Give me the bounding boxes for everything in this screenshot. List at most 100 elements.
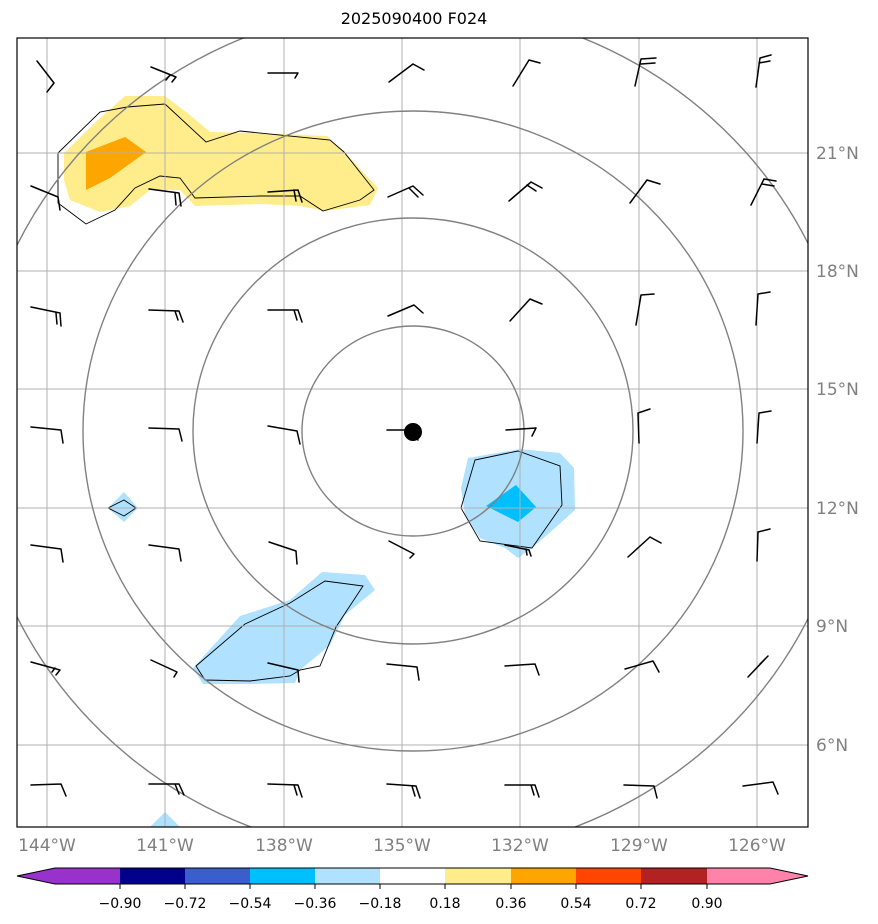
range-ring-2 <box>192 217 634 645</box>
lat-label: 9°N <box>816 617 848 637</box>
colorbar-tick-label: 0.90 <box>691 896 722 912</box>
colorbar-segment <box>55 868 120 884</box>
lon-label: 138°W <box>255 836 313 856</box>
wind-barb <box>267 189 303 203</box>
colorbar-segment <box>315 868 380 884</box>
contour-negative-east <box>460 450 563 549</box>
lat-label: 6°N <box>816 736 848 756</box>
wind-barb <box>756 410 772 444</box>
colorbar-tick-label: −0.72 <box>164 896 207 912</box>
wind-barb <box>30 185 61 211</box>
wind-barb <box>750 178 777 206</box>
negative-anomaly-east-core <box>486 485 536 522</box>
lon-label: 141°W <box>136 836 194 856</box>
shaded-field <box>17 38 808 827</box>
range-ring-1 <box>301 325 525 537</box>
colorbar-segment <box>17 868 55 884</box>
colorbar-tick-label: −0.54 <box>229 896 272 912</box>
wind-barb <box>267 662 300 683</box>
lat-label: 18°N <box>816 262 859 282</box>
colorbar-segment <box>641 868 707 884</box>
wind-barb <box>627 536 662 558</box>
wind-barb <box>30 544 64 563</box>
wind-barb <box>36 60 55 93</box>
wind-barb <box>267 783 303 798</box>
wind-barb <box>504 663 540 676</box>
map-title: 2025090400 F024 <box>340 9 488 28</box>
wind-barb <box>623 784 658 799</box>
wind-barb <box>386 783 421 799</box>
range-rings <box>17 38 808 827</box>
wind-barb <box>387 304 424 317</box>
contour-positive-north <box>57 103 375 225</box>
lat-label: 12°N <box>816 499 859 519</box>
positive-anomaly-north <box>64 96 378 212</box>
wind-barb <box>268 541 298 565</box>
contour-negative-southwest <box>195 580 364 682</box>
wind-barb <box>148 427 183 442</box>
lat-label: 15°N <box>816 380 859 400</box>
wind-barbs <box>30 54 779 799</box>
wind-barb <box>267 425 301 445</box>
wind-barb <box>504 784 540 798</box>
wind-barb <box>150 659 178 678</box>
wind-barb <box>505 427 537 437</box>
colorbar-segment <box>445 868 511 884</box>
colorbar-outline <box>16 867 809 885</box>
wind-barb <box>624 660 660 673</box>
negative-anomaly-west-small <box>108 492 138 522</box>
wind-barb <box>148 544 182 562</box>
wind-barb <box>148 309 184 323</box>
wind-barb <box>747 655 769 678</box>
wind-barb <box>637 408 651 444</box>
colorbar-segment <box>576 868 641 884</box>
longitude-labels: 144°W 141°W 138°W 135°W 132°W 129°W 126°… <box>18 836 786 856</box>
wind-barb <box>504 544 532 557</box>
lon-label: 144°W <box>18 836 76 856</box>
wind-barb <box>755 291 771 326</box>
wind-barb <box>509 298 543 322</box>
positive-anomaly-core <box>86 137 146 190</box>
colorbar-segment <box>707 868 770 884</box>
wind-barb <box>148 188 182 207</box>
lon-label: 126°W <box>728 836 786 856</box>
plot-frame <box>16 37 809 828</box>
wind-barb <box>30 426 64 444</box>
lat-label: 21°N <box>816 144 859 164</box>
colorbar-tick-label: 0.54 <box>560 896 591 912</box>
colorbar-segment <box>250 868 315 884</box>
latitude-labels: 21°N 18°N 15°N 12°N 9°N 6°N <box>816 144 859 756</box>
wind-barb <box>30 306 62 327</box>
wind-barb <box>742 781 779 795</box>
wind-barb <box>386 663 420 681</box>
colorbar-tick-label: −0.90 <box>99 896 142 912</box>
wind-barb <box>267 309 303 323</box>
colorbar-segment <box>770 868 808 884</box>
colorbar: −0.90 −0.72 −0.54 −0.36 −0.18 0.18 0.36 … <box>16 867 809 912</box>
lon-label: 135°W <box>373 836 431 856</box>
lon-label: 129°W <box>610 836 668 856</box>
colorbar-tick-label: −0.18 <box>359 896 402 912</box>
wind-barb <box>30 661 61 676</box>
wind-barb <box>756 528 771 562</box>
storm-center-marker <box>404 423 422 441</box>
wind-barb <box>387 185 424 198</box>
wind-barb <box>30 783 67 797</box>
colorbar-tick-label: 0.72 <box>625 896 656 912</box>
range-ring-3 <box>82 110 744 752</box>
colorbar-tick-label: −0.36 <box>294 896 337 912</box>
colorbar-segment <box>380 868 445 884</box>
lon-label: 132°W <box>491 836 549 856</box>
wind-barb <box>148 783 185 796</box>
wind-barb <box>508 181 543 202</box>
wind-barb <box>388 63 425 83</box>
wind-barb <box>267 72 299 79</box>
wind-barb <box>755 54 772 88</box>
wind-barb <box>635 293 655 326</box>
colorbar-segment <box>185 868 250 884</box>
colorbar-segment <box>120 868 185 884</box>
wind-barb <box>629 179 661 204</box>
wind-barb <box>150 66 177 83</box>
colorbar-tick-label: 0.36 <box>495 896 526 912</box>
